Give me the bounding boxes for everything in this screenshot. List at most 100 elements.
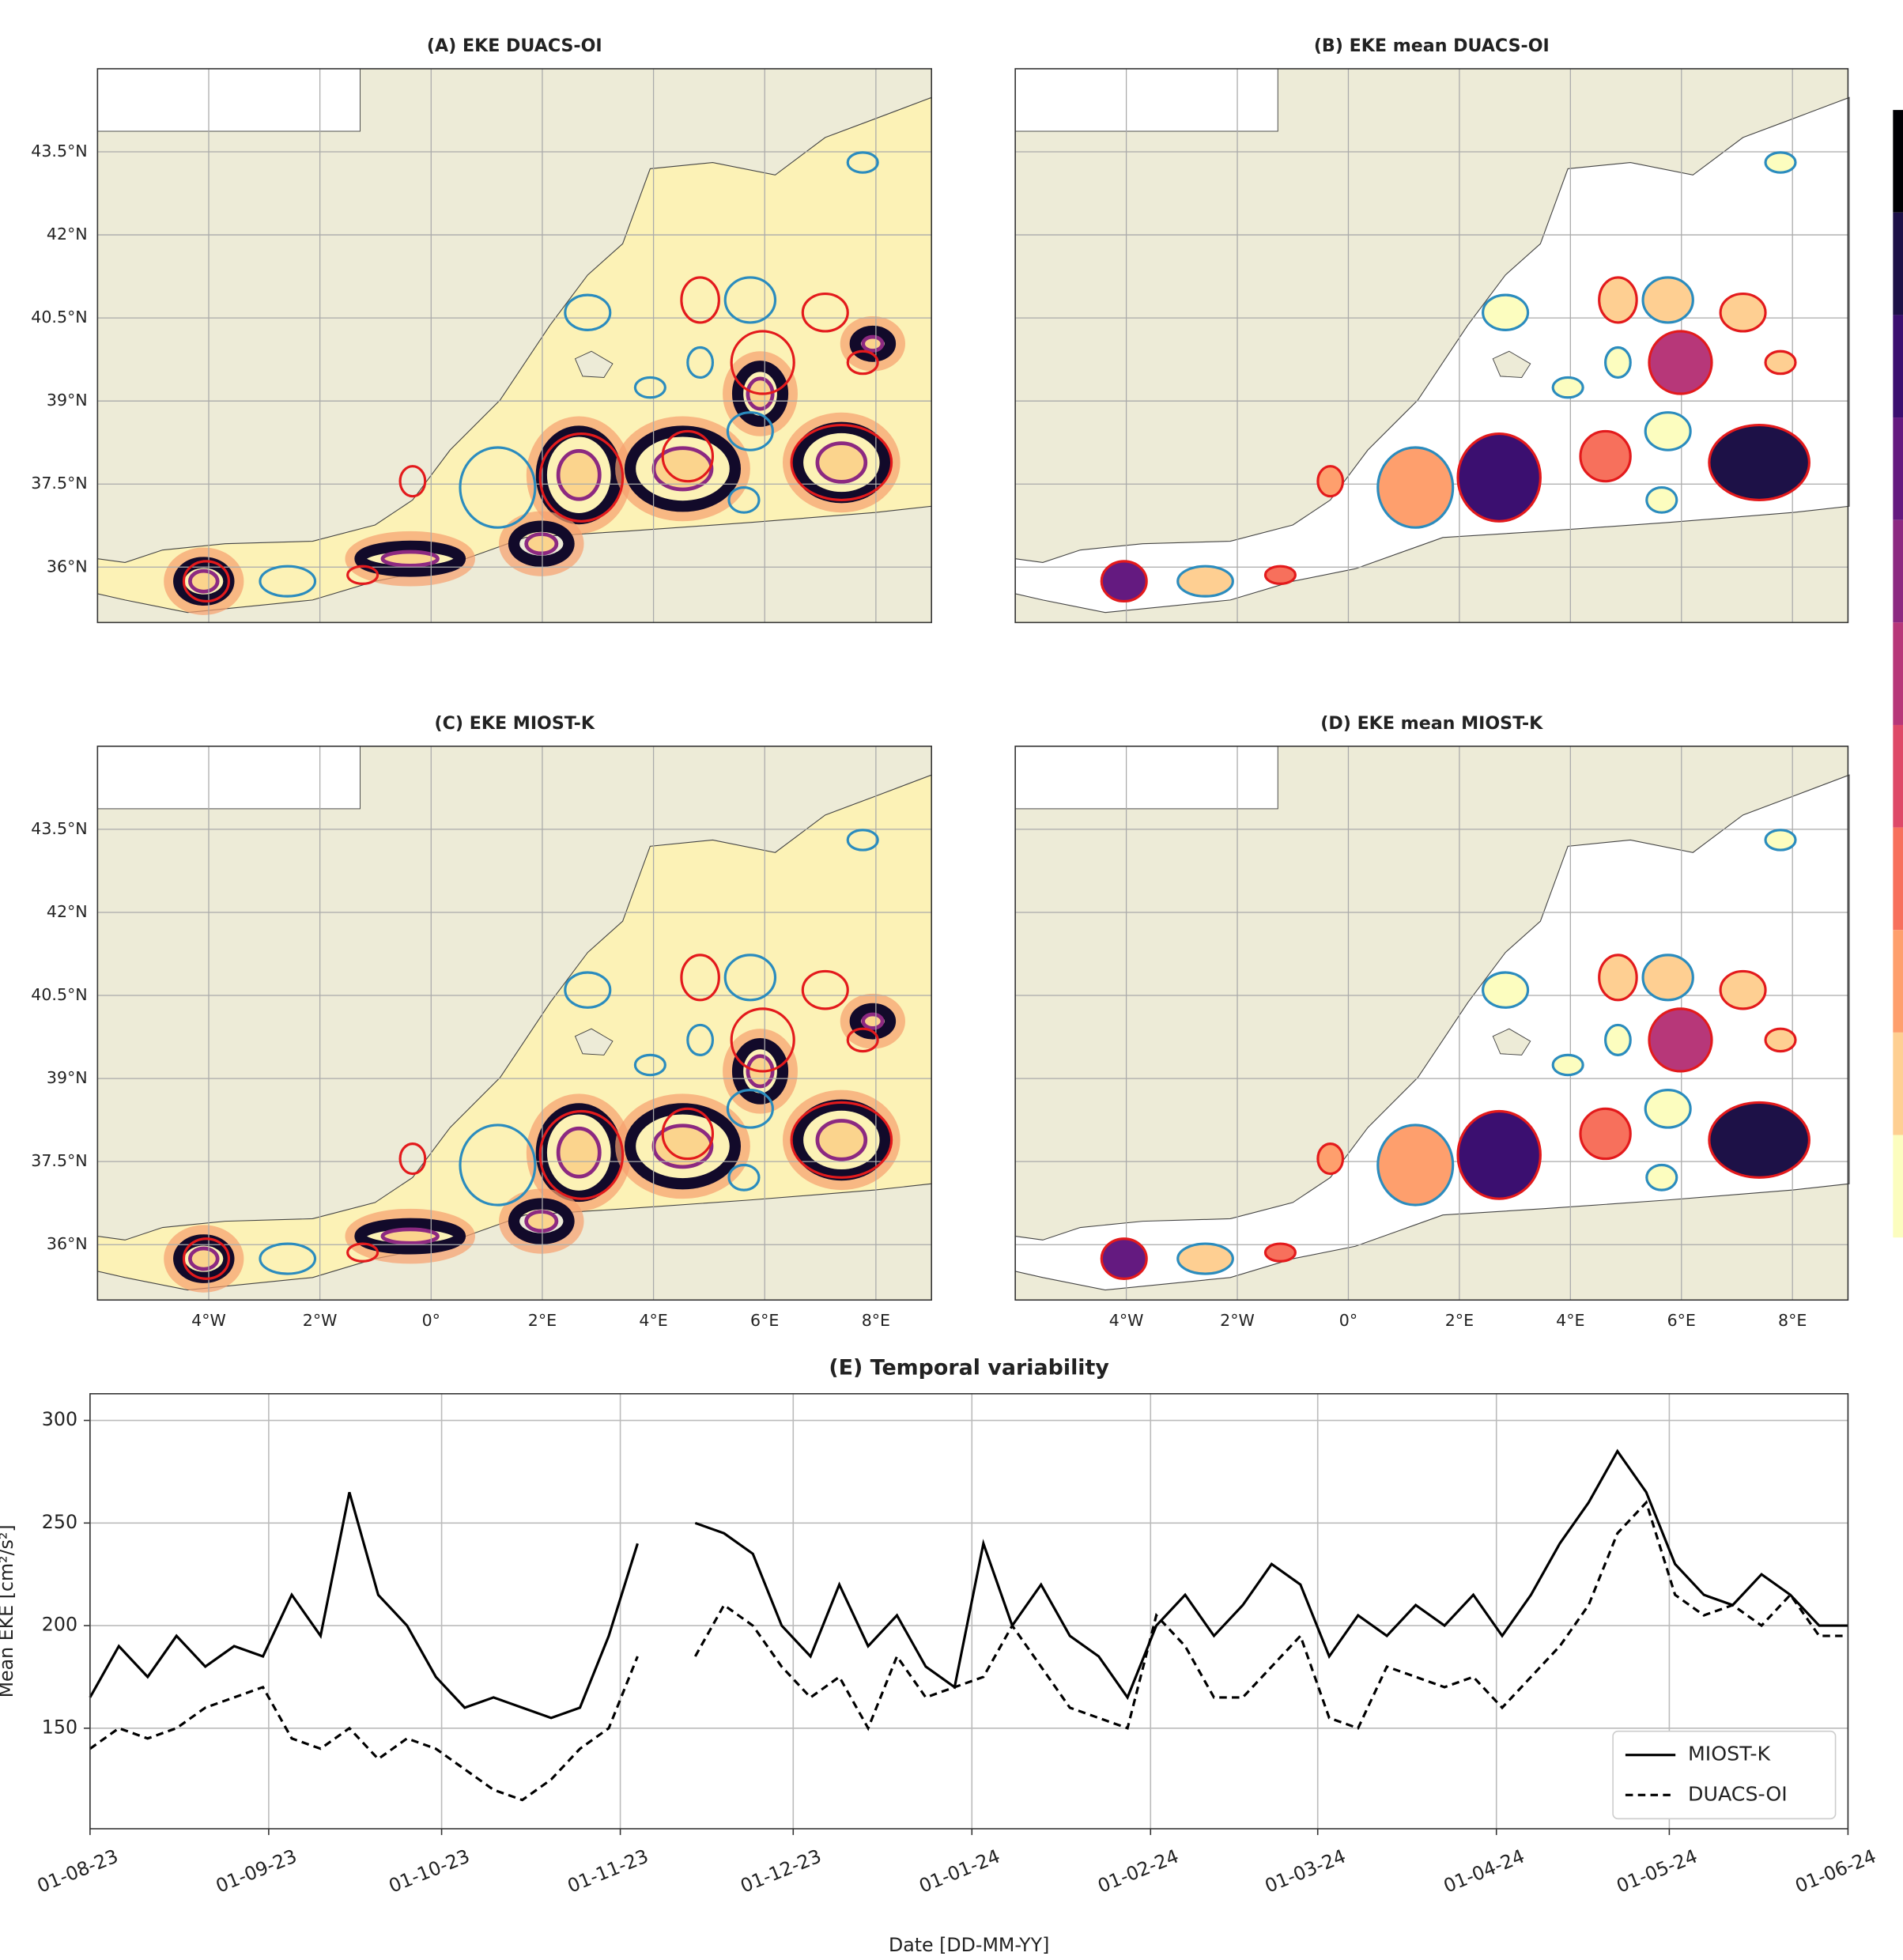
eddy-contour xyxy=(730,1007,795,1073)
eddy-contour xyxy=(846,829,879,852)
y-tick-label: 37.5°N xyxy=(31,1151,87,1170)
eddy-contour xyxy=(1456,432,1542,523)
y-tick-label: 150 xyxy=(42,1716,77,1738)
x-tick-label: 4°W xyxy=(191,1311,226,1330)
eke-inner xyxy=(861,1012,885,1030)
eke-halo xyxy=(840,315,905,372)
eddy-contour xyxy=(1316,465,1345,498)
eddy-contour xyxy=(1176,1242,1234,1275)
eddy-contour xyxy=(723,954,777,1002)
eke-halo xyxy=(345,531,475,587)
x-tick-label: 01-03-24 xyxy=(1262,1845,1349,1897)
eddy-contour xyxy=(1764,1027,1797,1053)
eddy-contour xyxy=(538,432,625,523)
eke-ring xyxy=(849,325,897,362)
eddy-contour xyxy=(1641,954,1694,1002)
y-tick-label: 300 xyxy=(42,1408,77,1430)
eddy-contour xyxy=(1648,330,1713,395)
eddy-contour xyxy=(801,969,849,1010)
eddy-contour xyxy=(846,349,879,376)
eddy-contour xyxy=(790,1101,893,1179)
x-tick-label: 01-08-23 xyxy=(34,1845,121,1897)
eke-inner xyxy=(188,1246,220,1271)
y-tick-label: 36°N xyxy=(47,557,88,576)
map-frame xyxy=(96,746,932,1301)
eddy-contour xyxy=(1316,1142,1345,1176)
colorbar-segment xyxy=(1893,930,1903,1033)
eddy-contour xyxy=(661,1107,715,1161)
eddy-contour xyxy=(801,292,849,333)
eddy-contour xyxy=(686,1023,715,1056)
x-tick-label: 2°E xyxy=(1445,1311,1474,1330)
eddy-contour xyxy=(1645,1163,1678,1191)
eke-ring xyxy=(731,361,789,427)
plot-frame xyxy=(89,1393,1849,1830)
map-panel xyxy=(96,68,932,624)
eddy-contour xyxy=(726,411,774,451)
eddy-contour xyxy=(1376,1124,1455,1207)
y-tick-label: 200 xyxy=(42,1614,77,1636)
eddy-contour xyxy=(1482,971,1530,1009)
x-tick-label: 0° xyxy=(1339,1311,1357,1330)
eddy-contour xyxy=(661,429,715,483)
colorbar-segment xyxy=(1893,212,1903,315)
eddy-contour xyxy=(1604,1023,1632,1056)
eke-ring xyxy=(508,520,575,567)
y-tick-label: 250 xyxy=(42,1511,77,1533)
eddy-contour xyxy=(1764,349,1797,376)
eddy-contour xyxy=(1376,446,1455,529)
eddy-contour xyxy=(1598,276,1638,324)
france-land xyxy=(96,746,361,810)
colorbar-segment xyxy=(1893,827,1903,931)
eddy-contour xyxy=(723,276,777,324)
legend-label: DUACS-OI xyxy=(1688,1782,1788,1805)
eddy-contour xyxy=(680,276,720,324)
eddy-contour xyxy=(1764,151,1797,174)
eddy-contour xyxy=(1719,292,1767,333)
france-land xyxy=(1014,68,1278,132)
eddy-contour xyxy=(1645,486,1678,514)
data-line xyxy=(89,1448,1848,1720)
eddy-contour xyxy=(1719,969,1767,1010)
legend: MIOST-K DUACS-OI xyxy=(1612,1730,1837,1820)
eddy-contour xyxy=(1708,1101,1810,1179)
eke-inner xyxy=(524,532,559,556)
colorbar-segment xyxy=(1893,1135,1903,1238)
y-tick-label: 36°N xyxy=(47,1234,88,1253)
eke-ring xyxy=(354,1218,466,1255)
legend-box xyxy=(1612,1730,1837,1820)
eddy-contour xyxy=(1100,560,1148,603)
map-title: (C) EKE MIOST-K xyxy=(435,713,595,734)
eke-halo xyxy=(783,412,901,513)
eddy-contour xyxy=(1579,1107,1632,1161)
france-land xyxy=(1014,746,1278,810)
eddy-contour xyxy=(686,346,715,380)
colorbar-segment xyxy=(1893,1032,1903,1135)
map-frame xyxy=(1014,68,1849,624)
eke-inner xyxy=(556,448,602,501)
x-tick-label: 8°E xyxy=(862,1311,890,1330)
y-tick-label: 42°N xyxy=(47,902,88,921)
eddy-contour xyxy=(346,565,379,585)
x-axis-label: Date [DD-MM-YY] xyxy=(889,1934,1049,1956)
chart-title: (E) Temporal variability xyxy=(829,1356,1109,1380)
map-panel xyxy=(1014,746,1850,1301)
eke-halo xyxy=(783,1090,901,1191)
eke-halo xyxy=(164,1225,244,1293)
eke-halo xyxy=(499,1188,584,1254)
eddy-contour xyxy=(459,1124,537,1207)
island xyxy=(1492,350,1531,378)
eke-ring xyxy=(731,1038,789,1105)
legend-label: MIOST-K xyxy=(1688,1743,1771,1766)
eddy-contour xyxy=(1644,1089,1692,1129)
eke-halo xyxy=(723,1029,798,1114)
x-tick-label: 01-04-24 xyxy=(1440,1845,1527,1897)
eddy-contour xyxy=(564,293,612,331)
y-tick-label: 39°N xyxy=(47,1068,88,1087)
eddy-contour xyxy=(633,1053,666,1077)
eddy-contour xyxy=(730,330,795,395)
y-tick-label: 39°N xyxy=(47,391,88,410)
eddy-contour xyxy=(727,1163,761,1191)
